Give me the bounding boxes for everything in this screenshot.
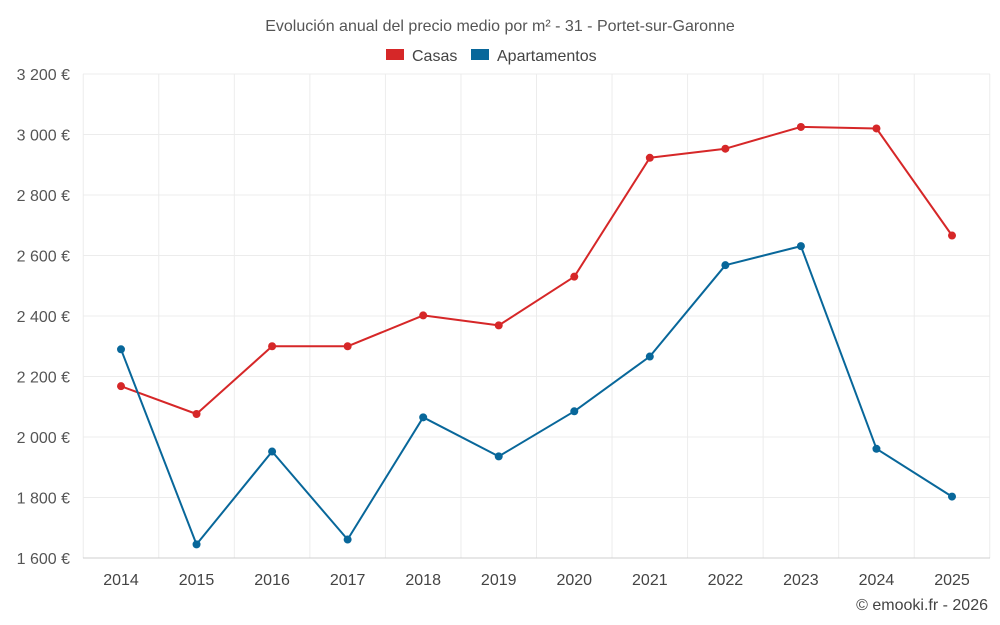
data-point-casas[interactable] <box>948 231 956 240</box>
data-point-apartamentos[interactable] <box>721 261 730 270</box>
y-tick-label: 2 600 € <box>17 249 70 266</box>
chart-title: Evolución anual del precio medio por m² … <box>265 18 735 35</box>
x-tick-label: 2024 <box>859 572 895 589</box>
legend-swatch-apartamentos <box>471 49 489 60</box>
y-tick-label: 2 000 € <box>17 430 70 447</box>
x-tick-label: 2022 <box>708 572 744 589</box>
data-point-casas[interactable] <box>570 272 579 281</box>
data-point-casas[interactable] <box>419 311 428 320</box>
data-point-apartamentos[interactable] <box>948 492 956 501</box>
series-layer <box>117 122 956 549</box>
data-point-apartamentos[interactable] <box>645 352 654 361</box>
data-point-apartamentos[interactable] <box>117 345 125 354</box>
y-tick-label: 2 400 € <box>17 309 70 326</box>
data-point-casas[interactable] <box>645 153 654 162</box>
data-point-apartamentos[interactable] <box>192 540 201 549</box>
legend: Casas Apartamentos <box>386 48 597 65</box>
y-tick-label: 2 200 € <box>17 370 70 387</box>
series-apartamentos <box>117 242 956 549</box>
legend-swatch-casas <box>386 49 404 60</box>
x-tick-label: 2023 <box>783 572 819 589</box>
data-point-casas[interactable] <box>192 410 201 419</box>
x-tick-label: 2019 <box>481 572 517 589</box>
data-point-apartamentos[interactable] <box>872 444 881 453</box>
credit-text: © emooki.fr - 2026 <box>856 597 988 614</box>
x-tick-label: 2014 <box>103 572 139 589</box>
legend-label-apartamentos: Apartamentos <box>497 48 597 65</box>
series-casas <box>117 122 956 419</box>
x-tick-label: 2017 <box>330 572 366 589</box>
data-point-casas[interactable] <box>796 122 805 131</box>
x-tick-label: 2015 <box>179 572 215 589</box>
data-point-casas[interactable] <box>117 382 125 391</box>
series-line-casas <box>120 125 953 415</box>
data-point-apartamentos[interactable] <box>570 407 579 416</box>
y-tick-label: 3 000 € <box>17 128 70 145</box>
data-point-casas[interactable] <box>494 321 503 330</box>
data-point-casas[interactable] <box>872 124 881 133</box>
y-tick-label: 3 200 € <box>17 67 70 84</box>
x-tick-label: 2016 <box>254 572 290 589</box>
x-tick-label: 2020 <box>556 572 592 589</box>
grid <box>82 73 991 559</box>
x-tick-label: 2021 <box>632 572 668 589</box>
y-tick-label: 1 600 € <box>17 551 70 568</box>
x-tick-label: 2025 <box>934 572 970 589</box>
data-point-apartamentos[interactable] <box>796 242 805 251</box>
y-tick-label: 2 800 € <box>17 188 70 205</box>
data-point-apartamentos[interactable] <box>268 447 277 456</box>
y-tick-label: 1 800 € <box>17 491 70 508</box>
x-tick-label: 2018 <box>405 572 441 589</box>
data-point-apartamentos[interactable] <box>419 413 428 422</box>
axes: 1 600 € 1 800 € 2 000 € 2 200 € 2 400 € 2 600… <box>17 67 990 589</box>
data-point-apartamentos[interactable] <box>343 535 352 544</box>
series-line-apartamentos <box>120 245 953 546</box>
data-point-apartamentos[interactable] <box>494 452 503 461</box>
legend-label-casas: Casas <box>412 48 457 65</box>
data-point-casas[interactable] <box>721 144 730 153</box>
data-point-casas[interactable] <box>343 342 352 351</box>
data-point-casas[interactable] <box>268 342 277 351</box>
